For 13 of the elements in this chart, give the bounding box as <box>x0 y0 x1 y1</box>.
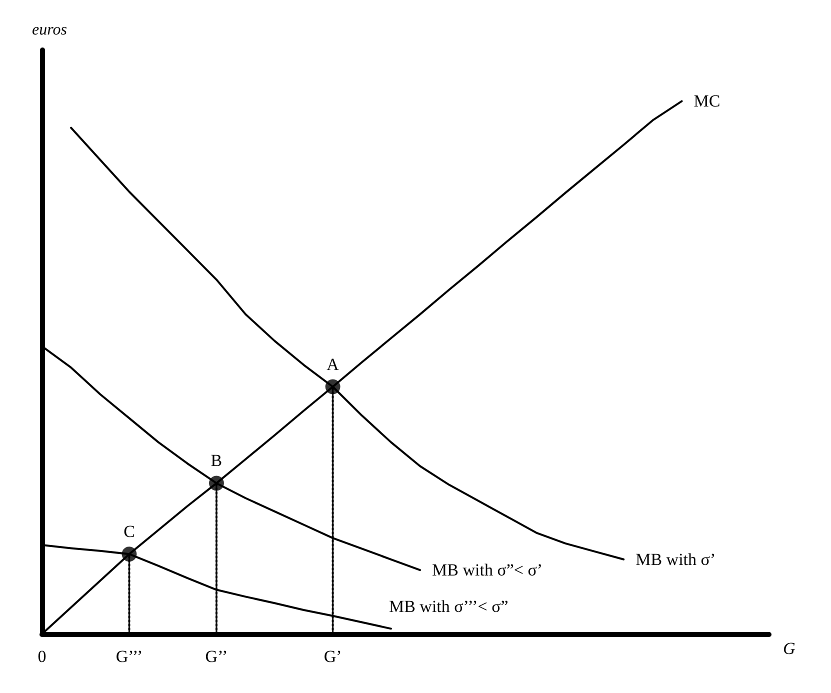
series-label: MB with σ’ <box>636 550 716 569</box>
x-tick-label: G’’’ <box>116 647 143 666</box>
x-tick-label: G’ <box>324 647 342 666</box>
series-label: MB with σ”< σ’ <box>432 560 543 580</box>
annotation: A <box>326 354 340 374</box>
annotation: C <box>124 522 135 542</box>
series-label: MB with σ’’’< σ” <box>388 597 508 616</box>
annotation: B <box>210 451 222 470</box>
x-tick-label: 0 <box>38 647 46 666</box>
series-label: MC <box>694 92 720 111</box>
x-tick-label: G’’ <box>205 647 228 666</box>
y-axis-title: euros <box>32 22 67 38</box>
x-axis-title: G <box>783 639 796 658</box>
